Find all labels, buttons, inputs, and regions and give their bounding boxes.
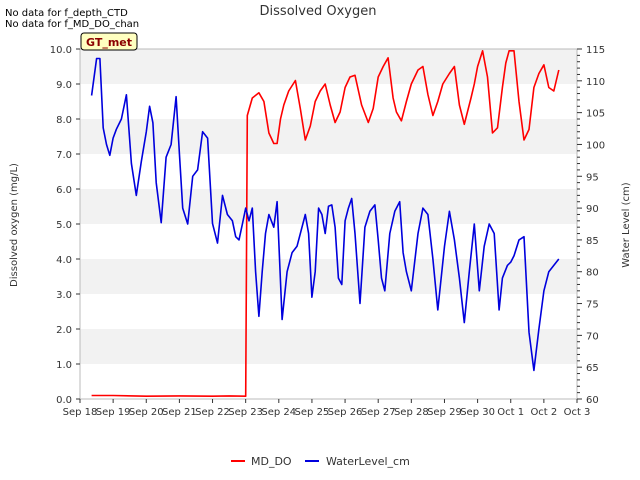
badge-text: GT_met: [86, 36, 132, 49]
y-tick-label-left: 8.0: [56, 115, 72, 126]
y-tick-label-right: 80: [586, 268, 599, 279]
x-tick-label: Sep 24: [261, 407, 296, 418]
x-tick-label: Sep 30: [460, 407, 495, 418]
grid-band: [80, 364, 577, 399]
y-tick-label-right: 65: [586, 363, 599, 374]
y-tick-label-left: 0.0: [56, 395, 72, 406]
y-tick-label-right: 85: [586, 236, 599, 247]
x-tick-label: Sep 29: [427, 407, 462, 418]
y-tick-label-right: 100: [586, 140, 605, 151]
y-tick-label-left: 9.0: [56, 80, 72, 91]
x-tick-label: Sep 27: [361, 407, 396, 418]
y-tick-label-right: 75: [586, 300, 599, 311]
y-tick-label-right: 95: [586, 172, 599, 183]
y-tick-label-left: 10.0: [50, 45, 72, 56]
x-tick-label: Sep 21: [162, 407, 197, 418]
badge-box: [80, 32, 138, 51]
y-tick-label-right: 70: [586, 331, 599, 342]
legend: MD_DO WaterLevel_cm: [231, 455, 410, 468]
grid-band: [80, 259, 577, 294]
x-tick-label: Oct 3: [564, 407, 591, 418]
x-tick-label: Sep 18: [63, 407, 98, 418]
no-data-message-1: No data for f_depth_CTD: [5, 8, 128, 19]
grid-band: [80, 154, 577, 189]
background-bands: [80, 49, 577, 399]
series-line-md-do: [91, 49, 560, 398]
grid-band: [80, 119, 577, 154]
x-tick-label: Sep 28: [394, 407, 429, 418]
x-tick-label: Sep 25: [295, 407, 330, 418]
y-tick-label-left: 1.0: [56, 360, 72, 371]
y-tick-label-left: 3.0: [56, 290, 72, 301]
y-axis-right: 60 65 70 75 80 85 90 95 100 105 110 115: [577, 45, 605, 406]
series-layer: [90, 49, 560, 398]
y-axis-label-left: Dissolved oxygen (mg/L): [9, 163, 20, 287]
x-tick-label: Sep 19: [96, 407, 131, 418]
y-tick-label-right: 90: [586, 204, 599, 215]
y-axis-label-right: Water Level (cm): [621, 182, 632, 267]
y-tick-label-left: 7.0: [56, 150, 72, 161]
y-tick-label-right: 110: [586, 77, 605, 88]
y-tick-label-right: 60: [586, 395, 599, 406]
x-tick-label: Sep 26: [328, 407, 363, 418]
y-axis-left: 0.0 1.0 2.0 3.0 4.0 5.0 6.0 7.0 8.0 9.0 10.0: [50, 45, 80, 406]
x-tick-label: Sep 22: [195, 407, 230, 418]
chart-title: Dissolved Oxygen: [260, 4, 377, 19]
grid-band: [80, 294, 577, 329]
y-tick-label-left: 4.0: [56, 255, 72, 266]
grid-band: [80, 49, 577, 84]
grid-band: [80, 329, 577, 364]
y-tick-label-left: 5.0: [56, 220, 72, 231]
x-tick-label: Sep 20: [129, 407, 164, 418]
y-tick-label-left: 6.0: [56, 185, 72, 196]
grid-band: [80, 84, 577, 119]
no-data-message-2: No data for f_MD_DO_chan: [5, 19, 140, 30]
x-tick-label: Sep 23: [228, 407, 263, 418]
y-tick-label-right: 105: [586, 109, 605, 120]
y-tick-label-right: 115: [586, 45, 605, 56]
legend-label-md-do: MD_DO: [251, 455, 292, 468]
y-tick-label-left: 2.0: [56, 325, 72, 336]
x-tick-label: Oct 1: [497, 407, 524, 418]
legend-label-water-level: WaterLevel_cm: [326, 455, 410, 468]
series-line-waterlevel-cm: [90, 57, 560, 372]
gt-met-badge: GT_met: [80, 32, 138, 51]
grid-band: [80, 224, 577, 259]
x-tick-label: Oct 2: [530, 407, 557, 418]
